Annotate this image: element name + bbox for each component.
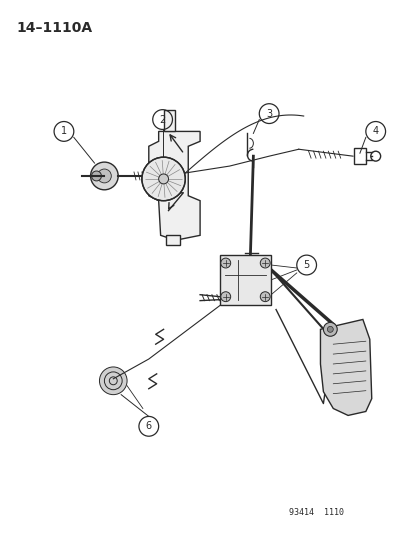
Circle shape <box>327 326 332 332</box>
Text: 2: 2 <box>159 115 165 125</box>
Polygon shape <box>165 236 180 245</box>
Polygon shape <box>163 110 175 132</box>
Circle shape <box>99 367 127 394</box>
Circle shape <box>260 292 270 302</box>
Polygon shape <box>148 132 199 240</box>
Text: 93414  1110: 93414 1110 <box>288 508 343 518</box>
Circle shape <box>260 258 270 268</box>
Polygon shape <box>219 255 271 304</box>
Circle shape <box>97 169 111 183</box>
Circle shape <box>323 322 337 336</box>
Text: 5: 5 <box>303 260 309 270</box>
Circle shape <box>220 292 230 302</box>
Circle shape <box>142 157 185 201</box>
Circle shape <box>90 162 118 190</box>
Text: 3: 3 <box>266 109 272 119</box>
Polygon shape <box>320 319 371 415</box>
Text: 14–1110A: 14–1110A <box>17 21 93 35</box>
Text: 1: 1 <box>61 126 67 136</box>
Text: 4: 4 <box>372 126 378 136</box>
Circle shape <box>91 171 101 181</box>
Circle shape <box>220 258 230 268</box>
Circle shape <box>158 174 168 184</box>
Text: 6: 6 <box>145 421 152 431</box>
